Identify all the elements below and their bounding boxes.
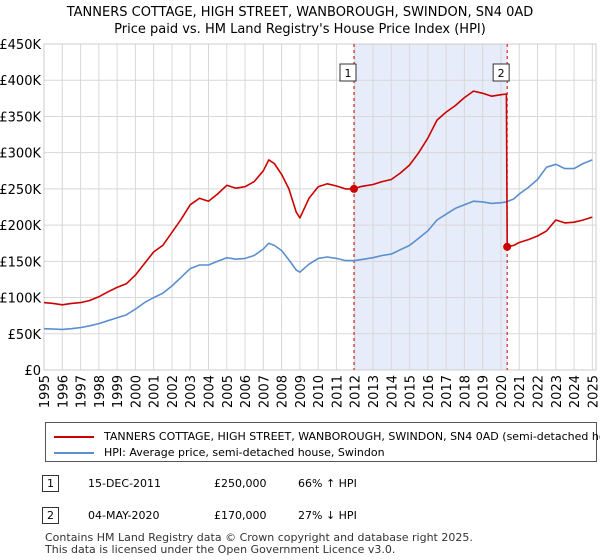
transaction-date: 15-DEC-2011	[88, 477, 162, 490]
transaction-row-2: 2 04-MAY-2020 £170,000 27% ↓ HPI	[0, 507, 600, 527]
x-tick-label: 2002	[166, 375, 181, 408]
x-tick-label: 2009	[294, 375, 309, 408]
x-tick-label: 2023	[550, 375, 565, 408]
y-tick-label: £0	[24, 364, 41, 379]
x-tick-label: 2019	[477, 375, 492, 408]
x-tick-label: 2017	[440, 375, 455, 408]
footer-copyright: Contains HM Land Registry data © Crown c…	[45, 531, 473, 544]
x-tick-label: 2008	[276, 375, 291, 408]
x-tick-label: 2003	[184, 375, 199, 408]
x-tick-label: 2011	[330, 375, 345, 408]
x-tick-label: 2016	[422, 375, 437, 408]
marker-label-1: 1	[344, 67, 351, 80]
y-tick-label: £450K	[0, 38, 41, 53]
y-tick-label: £100K	[0, 292, 41, 307]
y-tick-label: £400K	[0, 74, 41, 89]
x-tick-label: 2000	[129, 375, 144, 408]
y-tick-label: £350K	[0, 110, 41, 125]
footer-licence: This data is licensed under the Open Gov…	[45, 543, 396, 556]
x-tick-label: 2013	[367, 375, 382, 408]
x-tick-label: 1998	[93, 375, 108, 408]
transaction-marker-1: 1	[42, 475, 59, 492]
x-tick-label: 2021	[513, 375, 528, 408]
x-tick-label: 2024	[568, 375, 583, 408]
marker-point-1	[349, 184, 358, 193]
x-tick-label: 2012	[349, 375, 364, 408]
x-tick-label: 2022	[532, 375, 547, 408]
x-tick-label: 1999	[111, 375, 126, 408]
marker-box-2	[492, 63, 510, 82]
legend-label-hpi: HPI: Average price, semi-detached house,…	[104, 446, 385, 459]
transaction-price: £250,000	[214, 477, 267, 490]
y-tick-label: £200K	[0, 219, 41, 234]
marker-point-2	[503, 242, 512, 251]
chart-title: TANNERS COTTAGE, HIGH STREET, WANBOROUGH…	[66, 5, 534, 20]
price-chart: £0 £50K £100K £150K £200K £250K £300K £350K £400…	[0, 38, 600, 408]
x-tick-label: 1997	[75, 375, 90, 408]
x-tick-label: 2001	[148, 375, 163, 408]
x-tick-label: 2005	[221, 375, 236, 408]
transaction-row-1: 1 15-DEC-2011 £250,000 66% ↑ HPI	[0, 475, 600, 495]
transaction-hpi: 66% ↑ HPI	[298, 477, 357, 490]
transaction-hpi: 27% ↓ HPI	[298, 509, 357, 522]
transaction-marker-2: 2	[42, 507, 59, 524]
shaded-period	[353, 44, 508, 370]
x-tick-label: 2020	[495, 375, 510, 408]
series-line-property	[43, 90, 593, 306]
y-tick-label: £150K	[0, 255, 41, 270]
x-tick-label: 2010	[312, 375, 327, 408]
x-tick-label: 2025	[586, 375, 600, 408]
legend-swatch-property	[54, 436, 94, 438]
x-tick-label: 1995	[38, 375, 53, 408]
x-tick-label: 2007	[257, 375, 272, 408]
legend-label-property: TANNERS COTTAGE, HIGH STREET, WANBOROUGH…	[104, 430, 600, 443]
x-tick-label: 2014	[385, 375, 400, 408]
x-tick-label: 2015	[404, 375, 419, 408]
transaction-date: 04-MAY-2020	[88, 509, 160, 522]
y-tick-label: £250K	[0, 183, 41, 198]
y-tick-label: £300K	[0, 147, 41, 162]
legend: TANNERS COTTAGE, HIGH STREET, WANBOROUGH…	[45, 422, 600, 462]
y-tick-label: £50K	[8, 328, 42, 343]
transaction-price: £170,000	[214, 509, 267, 522]
x-tick-label: 2018	[458, 375, 473, 408]
marker-label-2: 2	[498, 67, 505, 80]
marker-box-1	[339, 63, 357, 82]
x-tick-label: 1996	[56, 375, 71, 408]
x-tick-label: 2004	[203, 375, 218, 408]
x-tick-label: 2006	[239, 375, 254, 408]
series-line-hpi	[43, 159, 593, 331]
legend-swatch-hpi	[54, 452, 94, 454]
chart-subtitle: Price paid vs. HM Land Registry's House …	[114, 22, 486, 37]
plot-border	[43, 43, 597, 371]
